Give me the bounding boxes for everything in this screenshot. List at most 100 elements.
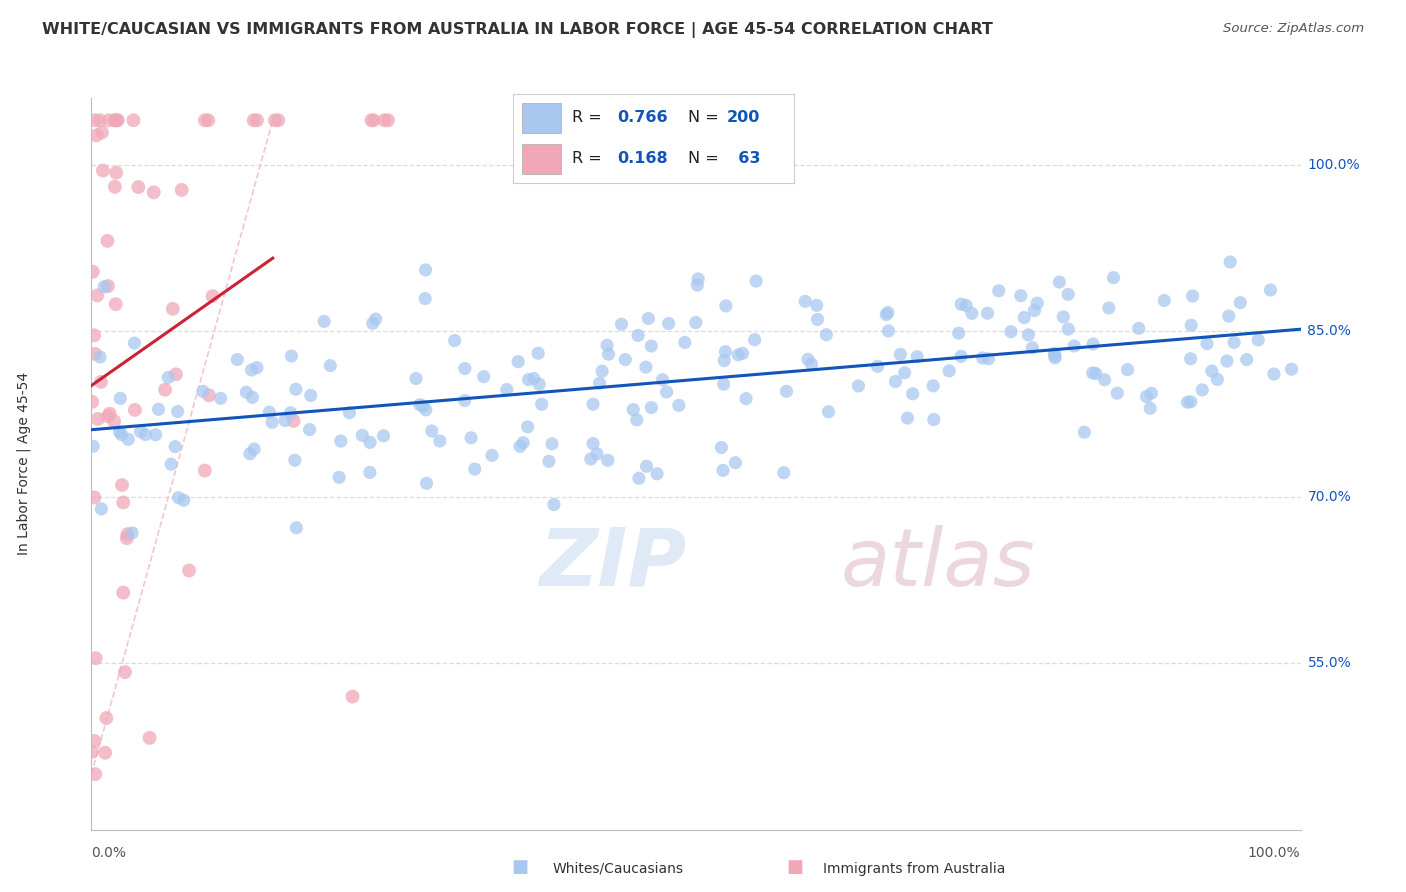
Text: 85.0%: 85.0%: [1308, 324, 1351, 338]
Point: [166, 404, 188, 418]
Point: [1263, 367, 1285, 381]
Point: [637, 311, 659, 326]
Point: [104, 179, 127, 194]
Point: [1218, 309, 1240, 323]
Point: [960, 306, 983, 320]
Point: [481, 449, 503, 463]
Point: [724, 456, 747, 470]
Point: [744, 333, 766, 347]
Point: [93, 280, 115, 294]
Point: [815, 327, 838, 342]
Point: [472, 369, 495, 384]
Point: [596, 453, 619, 467]
Point: [1012, 310, 1035, 325]
Point: [495, 383, 517, 397]
Text: 0.168: 0.168: [617, 152, 668, 166]
Point: [1181, 289, 1204, 303]
Point: [201, 289, 224, 303]
Point: [280, 349, 302, 363]
Point: [727, 348, 749, 362]
Point: [735, 392, 758, 406]
Point: [420, 424, 443, 438]
Point: [360, 113, 382, 128]
Point: [82, 265, 104, 279]
Point: [124, 336, 146, 351]
Point: [714, 299, 737, 313]
Point: [1229, 295, 1251, 310]
Point: [1017, 327, 1039, 342]
Point: [527, 346, 550, 360]
Point: [142, 186, 165, 200]
Point: [1219, 255, 1241, 269]
Point: [610, 318, 633, 332]
Point: [415, 476, 437, 491]
Text: ZIP: ZIP: [538, 524, 686, 603]
Point: [1153, 293, 1175, 308]
Point: [246, 113, 269, 128]
Point: [586, 447, 609, 461]
Point: [361, 316, 384, 330]
Point: [893, 366, 915, 380]
Point: [97, 279, 120, 293]
Point: [806, 312, 828, 326]
Point: [243, 442, 266, 456]
Point: [104, 113, 127, 128]
Point: [875, 308, 897, 322]
Point: [1191, 383, 1213, 397]
Point: [955, 299, 977, 313]
Point: [626, 413, 648, 427]
Point: [686, 278, 709, 293]
Point: [1236, 352, 1258, 367]
Point: [1260, 283, 1282, 297]
Point: [157, 370, 180, 384]
Point: [359, 466, 381, 480]
Point: [460, 431, 482, 445]
Point: [114, 665, 136, 679]
Point: [509, 439, 531, 453]
Point: [280, 406, 302, 420]
Point: [1216, 354, 1239, 368]
Point: [877, 305, 900, 319]
Point: [299, 388, 322, 402]
Point: [673, 335, 696, 350]
Point: [922, 412, 945, 426]
Point: [588, 376, 610, 391]
Point: [110, 392, 132, 406]
Point: [84, 347, 107, 361]
Point: [274, 413, 297, 427]
Point: [1180, 351, 1202, 366]
Point: [111, 478, 134, 492]
Text: 200: 200: [727, 111, 761, 125]
Point: [541, 437, 564, 451]
Point: [1128, 321, 1150, 335]
Point: [405, 371, 427, 385]
Point: [191, 384, 214, 399]
Point: [443, 334, 465, 348]
Point: [896, 411, 918, 425]
Point: [977, 351, 1000, 366]
Point: [82, 394, 104, 409]
Point: [1102, 270, 1125, 285]
Point: [523, 371, 546, 385]
Point: [658, 317, 681, 331]
Point: [83, 734, 105, 748]
Point: [124, 403, 146, 417]
Point: [364, 312, 387, 326]
Point: [614, 352, 637, 367]
Point: [84, 767, 107, 781]
Point: [328, 470, 350, 484]
Point: [86, 128, 108, 143]
Point: [901, 387, 924, 401]
Point: [264, 113, 287, 128]
Point: [640, 339, 662, 353]
Text: 100.0%: 100.0%: [1308, 158, 1360, 171]
Point: [508, 354, 530, 368]
Point: [84, 651, 107, 665]
Point: [160, 457, 183, 471]
Text: R =: R =: [572, 111, 607, 125]
Point: [1021, 341, 1043, 355]
Point: [806, 298, 828, 312]
Point: [582, 436, 605, 450]
Point: [1206, 372, 1229, 386]
Point: [668, 398, 690, 412]
